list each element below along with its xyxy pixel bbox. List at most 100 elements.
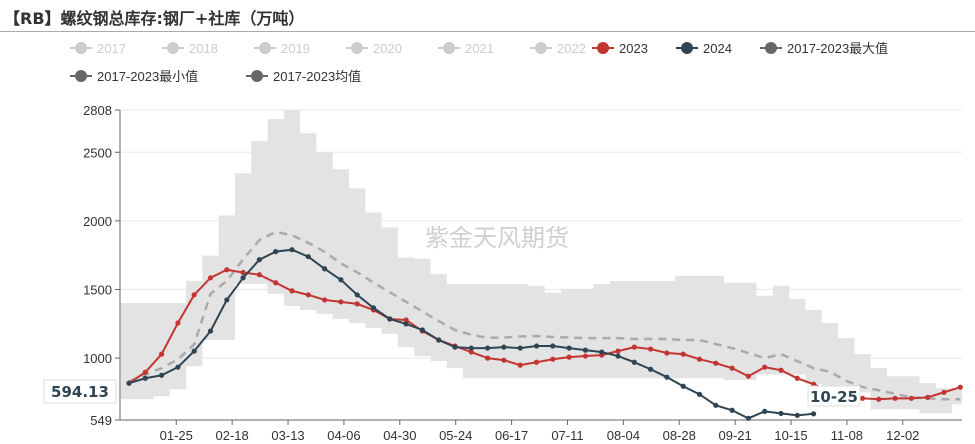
data-point[interactable]: [224, 297, 230, 303]
data-point[interactable]: [501, 357, 507, 363]
data-point[interactable]: [533, 359, 540, 365]
data-point[interactable]: [159, 372, 165, 378]
data-point[interactable]: [305, 254, 311, 260]
data-point[interactable]: [224, 267, 230, 273]
data-point[interactable]: [533, 343, 540, 349]
data-point[interactable]: [941, 389, 947, 395]
data-point[interactable]: [648, 366, 654, 372]
data-point[interactable]: [419, 327, 425, 333]
data-point[interactable]: [957, 384, 963, 390]
legend-item-2022[interactable]: 2022: [530, 41, 586, 56]
data-point[interactable]: [175, 364, 181, 370]
data-point[interactable]: [550, 343, 556, 349]
legend-label: 2017-2023均值: [273, 69, 361, 84]
data-point[interactable]: [762, 364, 768, 370]
legend-item-2017-2023最大值[interactable]: 2017-2023最大值: [760, 41, 888, 56]
data-point[interactable]: [322, 297, 328, 303]
data-point[interactable]: [729, 365, 735, 371]
data-point[interactable]: [713, 402, 719, 408]
data-point[interactable]: [680, 351, 686, 357]
data-point[interactable]: [696, 391, 703, 397]
legend-item-2024[interactable]: 2024: [676, 41, 732, 56]
data-point[interactable]: [142, 369, 148, 375]
data-point[interactable]: [240, 275, 246, 281]
data-point[interactable]: [599, 349, 605, 355]
legend-item-2021[interactable]: 2021: [438, 41, 494, 56]
legend-item-2017-2023最小值[interactable]: 2017-2023最小值: [70, 69, 198, 84]
data-point[interactable]: [338, 277, 344, 283]
legend-label: 2022: [557, 41, 586, 56]
data-point[interactable]: [370, 305, 377, 311]
data-point[interactable]: [892, 395, 898, 401]
data-point[interactable]: [142, 375, 148, 381]
data-point[interactable]: [191, 292, 197, 298]
data-point[interactable]: [615, 348, 621, 354]
data-point[interactable]: [273, 249, 279, 255]
data-point[interactable]: [876, 396, 882, 402]
data-point[interactable]: [387, 316, 393, 322]
legend-item-2020[interactable]: 2020: [346, 41, 402, 56]
data-point[interactable]: [745, 373, 752, 379]
data-point[interactable]: [680, 383, 686, 389]
data-point[interactable]: [207, 275, 214, 281]
data-point[interactable]: [729, 407, 735, 413]
data-point[interactable]: [273, 280, 279, 286]
data-point[interactable]: [175, 320, 181, 326]
data-point[interactable]: [305, 292, 311, 298]
data-point[interactable]: [452, 344, 458, 350]
data-point[interactable]: [240, 269, 246, 276]
data-point[interactable]: [485, 355, 491, 361]
data-point[interactable]: [517, 345, 523, 351]
data-point[interactable]: [468, 349, 474, 355]
data-point[interactable]: [501, 344, 507, 350]
data-point[interactable]: [648, 346, 654, 352]
data-point[interactable]: [778, 410, 784, 417]
data-point[interactable]: [696, 356, 703, 362]
data-point[interactable]: [566, 345, 572, 351]
data-point[interactable]: [794, 375, 800, 381]
legend-item-2017-2023均值[interactable]: 2017-2023均值: [246, 69, 361, 84]
data-point[interactable]: [126, 380, 132, 386]
legend-item-2023[interactable]: 2023: [592, 41, 648, 56]
data-point[interactable]: [289, 247, 295, 253]
data-point[interactable]: [664, 350, 670, 356]
data-point[interactable]: [811, 381, 817, 387]
data-point[interactable]: [207, 328, 214, 334]
data-point[interactable]: [191, 348, 197, 354]
data-point[interactable]: [436, 337, 442, 343]
data-point[interactable]: [159, 351, 165, 357]
data-point[interactable]: [859, 395, 866, 401]
legend-item-2017[interactable]: 2017: [70, 41, 126, 56]
data-point[interactable]: [256, 272, 262, 278]
x-tick-label: 03-13: [271, 428, 304, 443]
data-point[interactable]: [664, 374, 670, 380]
data-point[interactable]: [615, 353, 621, 359]
data-point[interactable]: [338, 299, 344, 305]
data-point[interactable]: [713, 360, 719, 366]
data-point[interactable]: [517, 362, 523, 368]
data-point[interactable]: [403, 321, 409, 327]
legend-item-2018[interactable]: 2018: [162, 41, 218, 56]
data-point[interactable]: [322, 266, 328, 272]
data-point[interactable]: [582, 353, 589, 359]
data-point[interactable]: [550, 356, 556, 362]
data-point[interactable]: [794, 412, 800, 418]
data-point[interactable]: [289, 288, 295, 294]
data-point[interactable]: [631, 359, 637, 365]
data-point[interactable]: [468, 345, 474, 351]
legend-item-2019[interactable]: 2019: [254, 41, 310, 56]
data-point[interactable]: [354, 301, 360, 307]
data-point[interactable]: [582, 347, 589, 353]
data-point[interactable]: [908, 395, 915, 401]
data-point[interactable]: [925, 394, 931, 400]
data-point[interactable]: [403, 317, 409, 323]
data-point[interactable]: [631, 344, 637, 350]
data-point[interactable]: [811, 411, 817, 417]
data-point[interactable]: [256, 257, 262, 263]
data-point[interactable]: [778, 367, 784, 373]
data-point[interactable]: [485, 345, 491, 351]
data-point[interactable]: [354, 292, 360, 298]
data-point[interactable]: [762, 408, 768, 414]
data-point[interactable]: [566, 354, 572, 360]
legend-marker-icon: [167, 42, 179, 54]
